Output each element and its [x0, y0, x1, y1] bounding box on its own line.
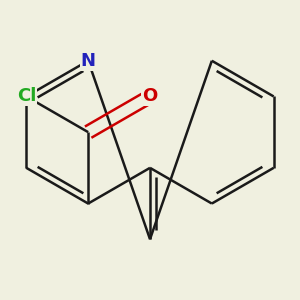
- Text: Cl: Cl: [16, 88, 36, 106]
- Text: N: N: [81, 52, 96, 70]
- Text: O: O: [142, 88, 158, 106]
